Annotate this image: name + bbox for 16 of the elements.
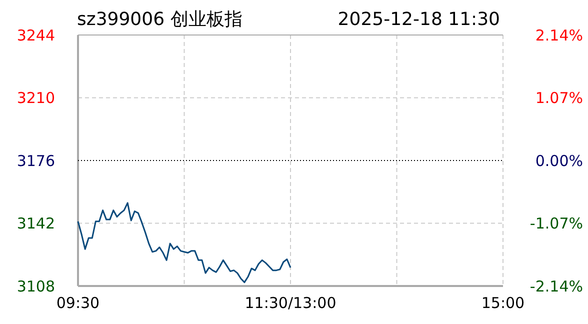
- y2-tick-label: 2.14%: [535, 26, 583, 44]
- line-series: [77, 202, 292, 284]
- x-tick-label: 15:00: [481, 294, 525, 312]
- x-tick-label: 09:30: [56, 294, 100, 312]
- chart-title: sz399006 创业板指: [77, 9, 242, 30]
- x-tick-label: 11:30/13:00: [244, 294, 336, 312]
- y2-tick-label: -2.14%: [530, 277, 583, 296]
- y2-tick-label: 1.07%: [535, 89, 583, 107]
- chart-subtitle: 2025-12-18 11:30: [338, 9, 500, 30]
- y2-tick-label: -1.07%: [530, 214, 583, 232]
- y2-tick-label: 0.00%: [535, 152, 583, 170]
- y-tick-label: 3244: [16, 26, 55, 44]
- y-tick-label: 3176: [16, 152, 55, 170]
- y-tick-label: 3108: [16, 277, 55, 296]
- y-tick-label: 3142: [16, 214, 55, 232]
- y-tick-label: 3210: [16, 89, 55, 107]
